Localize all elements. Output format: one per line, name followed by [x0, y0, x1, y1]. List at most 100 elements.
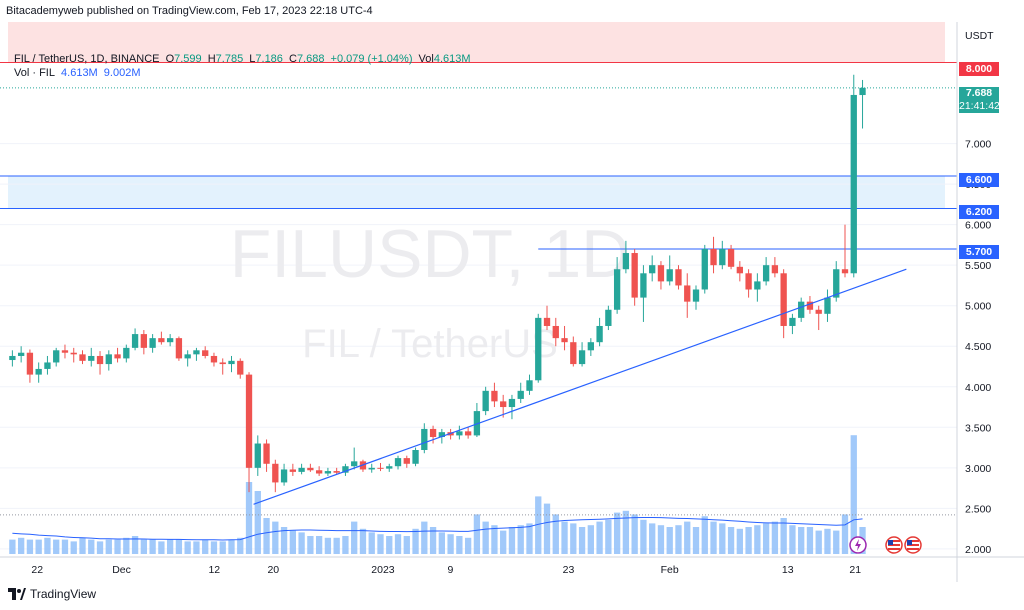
- price-axis[interactable]: 7.0006.5006.0005.5005.0004.5004.0003.500…: [965, 139, 991, 556]
- candle-body: [342, 466, 349, 473]
- candle-body: [53, 350, 60, 363]
- volume-bar: [237, 537, 244, 554]
- volume-bar: [280, 527, 288, 554]
- volume-ma-value: 9.002M: [103, 67, 141, 79]
- publish-header: Bitacademyweb published on TradingView.c…: [0, 0, 1024, 22]
- chart-legend: FIL / TetherUS, 1D, BINANCE O7.599 H7.78…: [14, 52, 474, 80]
- low-value: 7.186: [255, 53, 283, 65]
- volume-bar: [421, 521, 428, 554]
- candle-body: [254, 443, 261, 468]
- candle-body: [245, 374, 253, 468]
- volume-bar: [701, 516, 708, 554]
- volume-bar: [263, 518, 270, 554]
- candle-body: [727, 248, 735, 267]
- symbol-label[interactable]: FIL / TetherUS, 1D, BINANCE: [14, 53, 160, 65]
- volume-bar: [587, 525, 594, 554]
- lightning-icon[interactable]: [849, 536, 867, 554]
- candle-body: [605, 309, 612, 326]
- candle-body: [780, 273, 787, 326]
- time-tick-label: 23: [563, 564, 575, 576]
- ascending-trendline[interactable]: [253, 268, 907, 505]
- candle-body: [149, 338, 156, 348]
- us-flag-icon[interactable]: [904, 536, 922, 554]
- volume-bar: [666, 527, 673, 554]
- time-axis[interactable]: 22 Dec 12 20 2023 9 23 Feb 13 21: [31, 564, 861, 576]
- candle-body: [394, 458, 402, 467]
- candle-body: [272, 463, 279, 483]
- publish-text: Bitacademyweb published on TradingView.c…: [6, 5, 373, 17]
- volume-bar: [429, 527, 437, 554]
- candle-body: [202, 350, 209, 356]
- candle-body: [17, 352, 25, 356]
- volume-bar: [342, 536, 349, 554]
- volume-bar: [324, 537, 332, 554]
- candle-body: [307, 467, 314, 471]
- candle-body: [719, 248, 726, 266]
- candle-body: [561, 338, 568, 343]
- volume-bar: [140, 539, 148, 554]
- axis-currency: USDT: [965, 30, 994, 42]
- volume-bar: [754, 525, 761, 554]
- candle-body: [657, 265, 665, 282]
- volume-bar: [210, 541, 218, 554]
- candle-body: [193, 350, 200, 355]
- volume-ma: [12, 516, 863, 541]
- volume-bar: [456, 536, 463, 554]
- volume-bar: [315, 536, 323, 554]
- trendline[interactable]: [253, 268, 907, 505]
- support-zone[interactable]: [8, 176, 945, 209]
- volume-bar: [640, 519, 647, 554]
- candle-body: [88, 355, 95, 361]
- candle-body: [158, 338, 165, 343]
- candle-body: [96, 355, 104, 365]
- high-value: 7.785: [215, 53, 244, 65]
- candle-body: [280, 469, 288, 483]
- volume-bar: [675, 525, 682, 554]
- candle-body: [543, 317, 551, 326]
- candle-body: [701, 248, 708, 290]
- volume-bar: [841, 514, 849, 554]
- volume-bar: [798, 527, 805, 554]
- level-tag-62: 6.200: [959, 205, 999, 219]
- volume-bar: [254, 491, 261, 554]
- time-tick-label: 9: [447, 564, 453, 576]
- change-value: +0.079 (+1.04%): [330, 53, 413, 65]
- bar-countdown: 21:41:42: [959, 100, 1000, 112]
- price-chart[interactable]: FILUSDT, 1D FIL / TetherUS USDT 7.0006.5…: [0, 22, 1024, 582]
- volume-bar: [17, 537, 25, 554]
- volume-bar: [79, 537, 86, 554]
- volume-bar: [692, 527, 700, 554]
- price-tick-label: 2.000: [965, 544, 991, 556]
- volume-bar: [473, 514, 481, 554]
- candle-body: [289, 469, 296, 472]
- volume-bar: [377, 534, 384, 554]
- chart-area[interactable]: FILUSDT, 1D FIL / TetherUS USDT 7.0006.5…: [0, 22, 1024, 582]
- us-flag-icon[interactable]: [885, 536, 903, 554]
- candle-body: [166, 338, 174, 343]
- time-tick-label: 21: [849, 564, 861, 576]
- volume-bar: [131, 536, 139, 554]
- volume-bar: [543, 503, 551, 554]
- volume-bar: [9, 539, 16, 554]
- candle-body: [824, 297, 831, 314]
- volume-bar: [193, 541, 200, 554]
- volume-bar: [359, 528, 367, 554]
- time-tick-label: 20: [267, 564, 279, 576]
- high-label: H: [207, 53, 216, 65]
- low-label: L: [249, 53, 256, 65]
- candle-body: [298, 467, 305, 472]
- volume-indicator-label[interactable]: Vol · FIL: [14, 67, 55, 79]
- volume-bar: [850, 435, 857, 554]
- volume-bar: [105, 539, 112, 554]
- candle-body: [649, 265, 656, 274]
- resistance-zone[interactable]: [8, 22, 945, 63]
- candle-body: [403, 458, 410, 464]
- volume-bar: [447, 534, 454, 554]
- open-value: 7.599: [174, 53, 202, 65]
- volume-bar: [535, 496, 542, 554]
- candle-body: [508, 398, 516, 408]
- candle-body: [421, 428, 428, 450]
- candle-body: [368, 467, 375, 470]
- candle-body: [622, 253, 630, 270]
- tradingview-logo[interactable]: TradingView: [8, 587, 96, 601]
